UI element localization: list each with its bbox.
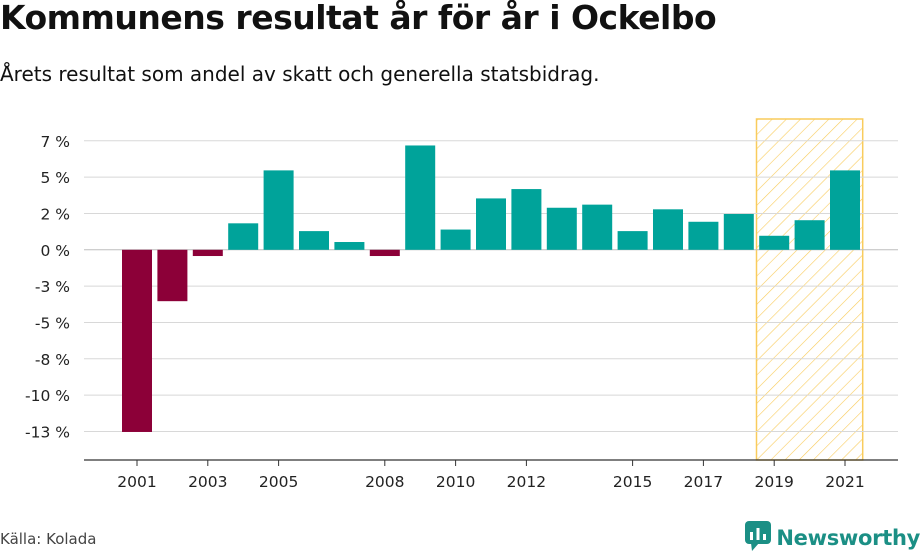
x-tick-label: 2008 [365,473,404,491]
chart-title: Kommunens resultat år för år i Ockelbo [0,0,717,37]
highlight-period [755,118,864,461]
bar [653,209,683,250]
x-tick-label: 2015 [613,473,652,491]
bar [723,213,754,250]
bar [794,220,825,250]
bar [617,231,648,250]
x-tick-label: 2021 [825,473,864,491]
bar [263,170,294,250]
chart-subtitle: Årets resultat som andel av skatt och ge… [0,62,600,86]
bar [688,221,719,250]
y-tick-label: -10 % [25,387,70,405]
x-tick-label: 2019 [754,473,793,491]
y-tick-label: -8 % [35,351,70,369]
bar [192,249,223,257]
y-tick-label: 2 % [40,206,70,224]
y-tick-label: -5 % [35,315,70,333]
bar [759,235,790,250]
x-tick-label: 2005 [259,473,298,491]
x-tick-label: 2001 [117,473,156,491]
y-tick-label: 5 % [40,169,70,187]
bar [334,242,365,250]
bar-chart: 7 % 5 % 2 % 0 % -3 % -5 % -8 % -10 % -13 % 2001 20… [25,118,898,491]
brand-logo: Newsworthy [745,521,920,555]
bar [440,229,471,250]
y-tick-label: -13 % [25,424,70,442]
x-tick-label: 2012 [507,473,546,491]
bar [405,145,436,250]
bar [369,249,400,257]
bar [582,204,613,250]
bar [157,249,188,302]
bar [546,207,577,250]
bar [299,231,329,250]
bar [122,249,152,432]
newsworthy-logo-icon [745,521,772,555]
x-tick-label: 2010 [436,473,475,491]
x-tick-label: 2003 [188,473,227,491]
y-tick-label: 0 % [40,242,70,260]
x-tick-label: 2017 [684,473,723,491]
y-tick-label: 7 % [40,133,70,151]
brand-name: Newsworthy [776,526,920,550]
bar [830,170,860,250]
y-tick-label: -3 % [35,278,70,296]
bar [511,189,542,250]
bar [476,198,506,250]
source-note: Källa: Kolada [0,530,97,548]
bar [228,223,259,250]
